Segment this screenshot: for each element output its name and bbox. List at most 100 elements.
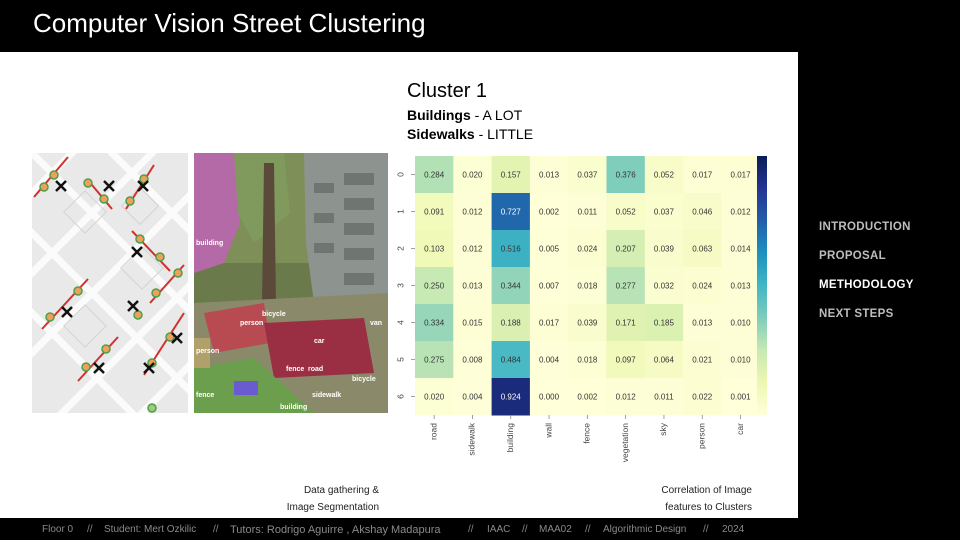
heatmap-value-label: 0.007: [539, 282, 560, 291]
heatmap-row-label: 1: [395, 209, 405, 214]
heatmap-cell: [491, 304, 531, 342]
seg-label-road: road: [308, 366, 323, 373]
heatmap-cell: [453, 341, 493, 379]
heatmap-cell: [644, 341, 684, 379]
heatmap-value-label: 0.012: [462, 208, 483, 217]
heatmap-cell: [491, 378, 531, 416]
heatmap-cell: [606, 193, 646, 231]
heatmap-value-label: 0.091: [424, 208, 445, 217]
cluster-sidewalks-line: Sidewalks - LITTLE: [407, 126, 533, 142]
footer-separator: //: [522, 524, 528, 535]
heatmap-cell: [415, 230, 454, 268]
heatmap-cell: [415, 341, 454, 379]
heatmap-value-label: 0.334: [424, 319, 445, 328]
heatmap-value-label: 0.002: [577, 393, 598, 402]
footer-separator: //: [87, 524, 93, 535]
caption-correlation: Correlation of Image features to Cluster…: [640, 482, 752, 516]
footer-course: Algorithmic Design: [603, 524, 687, 535]
segmentation-graphic: building person bicycle car fence road b…: [194, 153, 388, 413]
caption-correlation-line2: features to Clusters: [665, 502, 752, 513]
heatmap-value-label: 0.064: [654, 356, 675, 365]
heatmap-cell: [683, 378, 722, 416]
heatmap-cell: [606, 341, 646, 379]
heatmap-value-label: 0.018: [577, 282, 598, 291]
heatmap-value-label: 0.063: [692, 245, 713, 254]
caption-data-gathering: Data gathering & Image Segmentation: [279, 482, 379, 516]
heatmap-cell: [453, 378, 493, 416]
nav-next-steps[interactable]: NEXT STEPS: [819, 308, 894, 320]
heatmap-cell: [453, 304, 493, 342]
heatmap-cell: [415, 378, 454, 416]
heatmap-row-label: 3: [395, 283, 405, 288]
caption-data-gathering-line1: Data gathering &: [303, 485, 379, 496]
heatmap-value-label: 0.284: [424, 171, 445, 180]
seg-label-car: car: [314, 338, 325, 345]
heatmap-value-label: 0.275: [424, 356, 445, 365]
heatmap-value-label: 0.024: [692, 282, 713, 291]
heatmap-cell: [491, 230, 531, 268]
heatmap-cell: [683, 230, 722, 268]
heatmap-cell: [721, 267, 761, 305]
heatmap-cell: [453, 156, 493, 194]
heatmap-value-label: 0.046: [692, 208, 713, 217]
heatmap-row-label: 6: [395, 394, 405, 399]
heatmap-cell: [529, 230, 569, 268]
heatmap-cell: [529, 193, 569, 231]
heatmap-cell: [644, 267, 684, 305]
footer-separator: //: [585, 524, 591, 535]
heatmap-cell: [415, 156, 454, 194]
footer-bar: Floor 0 // Student: Mert Ozkilic // Tuto…: [0, 518, 960, 540]
heatmap-cell: [721, 230, 761, 268]
heatmap-value-label: 0.097: [616, 356, 637, 365]
heatmap-value-label: 0.017: [731, 171, 752, 180]
nav-methodology[interactable]: METHODOLOGY: [819, 279, 914, 291]
page-title: Computer Vision Street Clustering: [33, 8, 426, 38]
heatmap-cell: [568, 267, 607, 305]
heatmap-cell: [415, 304, 454, 342]
heatmap-cell: [529, 156, 569, 194]
heatmap-cell: [644, 156, 684, 194]
heatmap-value-label: 0.022: [692, 393, 713, 402]
buildings-label: Buildings: [407, 107, 471, 123]
heatmap-cell: [453, 230, 493, 268]
heatmap-row-label: 5: [395, 357, 405, 362]
footer-separator: //: [468, 524, 474, 535]
heatmap-value-label: 0.013: [731, 282, 752, 291]
seg-label-bicycle-2: bicycle: [352, 376, 376, 383]
heatmap-cell: [644, 230, 684, 268]
footer-student: Student: Mert Ozkilic: [104, 524, 197, 535]
heatmap-value-label: 0.516: [501, 245, 522, 254]
footer-floor: Floor 0: [42, 524, 74, 535]
heatmap-value-label: 0.376: [616, 171, 637, 180]
heatmap-value-label: 0.157: [501, 171, 522, 180]
heatmap-cell: [568, 156, 607, 194]
nav-proposal[interactable]: PROPOSAL: [819, 250, 886, 262]
heatmap-value-label: 0.052: [616, 208, 637, 217]
caption-correlation-line1: Correlation of Image: [661, 485, 752, 496]
heatmap-cell: [529, 341, 569, 379]
heatmap-col-label: car: [735, 423, 745, 435]
seg-label-fence-2: fence: [196, 392, 214, 399]
heatmap-cell: [606, 378, 646, 416]
street-map-graphic: [32, 153, 188, 413]
footer-separator: //: [213, 524, 219, 535]
heatmap-cell: [568, 378, 607, 416]
heatmap-value-label: 0.013: [692, 319, 713, 328]
seg-label-person: person: [240, 320, 263, 327]
heatmap-col-label: sky: [658, 422, 668, 436]
title-bar: Computer Vision Street Clustering: [0, 0, 960, 52]
heatmap-cell: [491, 156, 531, 194]
heatmap-value-label: 0.185: [654, 319, 675, 328]
heatmap-value-label: 0.013: [462, 282, 483, 291]
nav-introduction[interactable]: INTRODUCTION: [819, 221, 911, 233]
seg-label-van: van: [370, 320, 382, 327]
segmentation-labels: building person bicycle car fence road b…: [196, 240, 382, 411]
street-map-image: [32, 153, 188, 413]
heatmap-value-label: 0.004: [539, 356, 560, 365]
heatmap-col-label: road: [428, 423, 438, 440]
heatmap-value-label: 0.010: [731, 356, 752, 365]
heatmap-value-label: 0.012: [731, 208, 752, 217]
heatmap-value-label: 0.012: [616, 393, 637, 402]
heatmap-value-label: 0.024: [577, 245, 598, 254]
footer-year: 2024: [722, 524, 745, 535]
